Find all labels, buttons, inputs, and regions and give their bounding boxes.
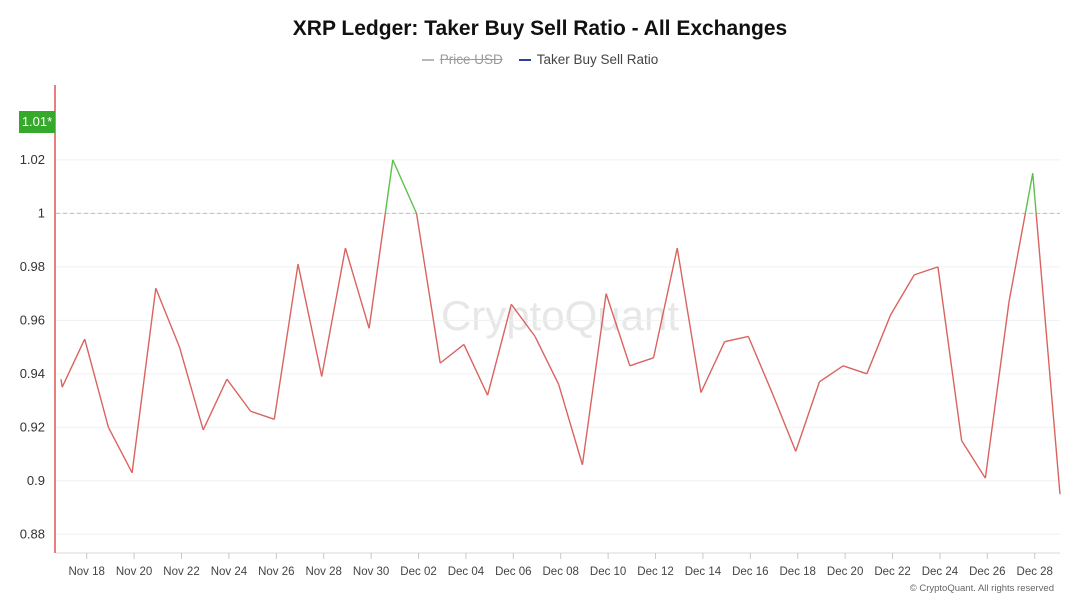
series-segment [676,248,702,393]
x-tick-label: Dec 08 [543,566,579,578]
chart-title: XRP Ledger: Taker Buy Sell Ratio - All E… [292,17,788,40]
series-segment [1032,173,1037,214]
series-segment [439,343,465,364]
legend: Price USD Taker Buy Sell Ratio [0,52,1080,67]
series-segment [226,378,252,412]
legend-label-price: Price USD [439,52,503,67]
y-tick-label: 0.92 [20,419,45,434]
x-tick-label: Nov 22 [163,566,199,578]
series-segment [534,336,560,385]
x-tick-label: Dec 18 [780,566,816,578]
series-segment [842,365,868,375]
x-tick-label: Dec 24 [922,566,959,578]
x-tick-label: Dec 22 [874,566,910,578]
y-tick-label: 0.98 [20,259,45,274]
x-tick-label: Dec 10 [590,566,626,578]
ratio-swatch [518,58,531,61]
x-tick-label: Dec 28 [1017,566,1053,578]
series-segment [60,379,63,388]
series-segment [250,410,275,420]
legend-label-ratio: Taker Buy Sell Ratio [536,52,659,67]
series-segment [131,288,157,473]
series-segment [937,266,963,441]
series-segment [961,440,986,479]
series-segment [510,303,536,337]
price-swatch [421,58,434,61]
x-tick-label: Nov 24 [211,566,248,578]
x-tick-label: Dec 02 [400,566,436,578]
series-segment [581,293,607,465]
series-segment [384,159,394,214]
series-segment [107,426,133,474]
series-segment [889,274,915,316]
series-segment [392,159,418,214]
y-tick-label: 1 [38,205,45,220]
series-segment [486,304,512,396]
series-segment [914,266,939,276]
x-tick-label: Dec 20 [827,566,863,578]
series-segment [463,344,489,396]
x-tick-label: Dec 14 [685,566,722,578]
x-tick-label: Nov 18 [68,566,104,578]
series-segment [771,392,797,452]
watermark: CryptoQuant [441,292,679,339]
x-tick-label: Dec 12 [637,566,673,578]
series-segment [84,338,110,428]
x-tick-label: Nov 28 [305,566,341,578]
legend-item-price[interactable]: Price USD [421,52,503,67]
current-value-badge: 1.01* [19,111,55,133]
series-segment [652,247,678,358]
series-segment [1024,173,1034,214]
x-tick-label: Dec 06 [495,566,531,578]
series-segment [605,293,631,367]
series-segment [368,213,386,329]
legend-item-ratio[interactable]: Taker Buy Sell Ratio [518,52,659,67]
series-segment [1008,213,1027,302]
x-tick-label: Nov 20 [116,566,152,578]
series-segment [415,213,441,364]
x-tick-label: Dec 26 [969,566,1005,578]
series-segment [155,287,181,348]
series-segment [273,264,299,420]
series-segment [819,365,844,383]
series-segment [344,247,370,329]
x-tick-label: Dec 04 [448,566,485,578]
y-tick-label: 0.88 [20,526,45,541]
y-tick-label: 0.96 [20,312,45,327]
x-tick-label: Dec 16 [732,566,768,578]
series-segment [61,338,86,388]
series-segment [629,357,654,367]
series-segment [700,341,726,393]
series-segment [795,381,821,452]
y-tick-label: 1.02 [20,152,45,167]
x-tick-label: Nov 30 [353,566,389,578]
y-tick-label: 0.9 [27,473,45,488]
copyright: © CryptoQuant. All rights reserved [909,583,1054,594]
series-segment [724,335,749,343]
series-segment [297,264,323,377]
series-segment [984,301,1010,479]
series-segment [866,314,892,375]
y-tick-label: 0.94 [20,366,45,381]
series-segment [321,248,347,377]
series-segment [1035,213,1061,495]
series-segment [178,346,204,431]
series-segment [558,384,584,465]
x-tick-label: Nov 26 [258,566,294,578]
series-segment [747,336,773,393]
series-segment [202,378,228,431]
